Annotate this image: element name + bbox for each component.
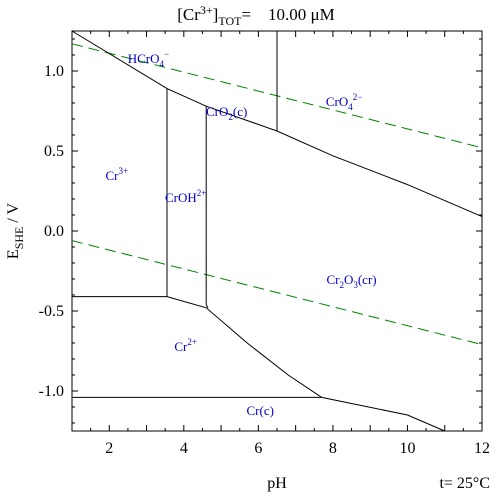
y-axis-label: ESHE / V — [5, 202, 26, 259]
boundary-croh2-cro2 — [205, 106, 209, 309]
y-tick-label-1: 0.5 — [44, 143, 64, 160]
species-label-1: CrO42− — [326, 92, 362, 112]
species-label-7: Cr(c) — [247, 403, 274, 418]
x-tick-label-5: 12 — [474, 440, 490, 457]
y-axis-label-rest: / V — [5, 202, 22, 226]
chart-title-sup: 3+ — [200, 3, 213, 17]
species-labels: HCrO4− CrO42− CrO2(c) Cr3+ CrOH2+ Cr2O3(cr) Cr… — [105, 49, 376, 418]
boundary-lines — [71, 30, 483, 432]
temperature-label: t= 25°C — [439, 475, 490, 492]
x-tick-label-1: 4 — [180, 440, 188, 457]
chart-title-sub: TOT — [218, 14, 242, 28]
x-tick-label-2: 6 — [254, 440, 262, 457]
chart-title-close: ] — [213, 5, 219, 24]
x-tick-label-3: 8 — [329, 440, 337, 457]
y-tick-label-4: -1.0 — [39, 383, 64, 400]
x-tick-label-4: 10 — [399, 440, 415, 457]
species-label-4: CrOH2+ — [165, 188, 206, 205]
species-label-3: Cr3+ — [105, 166, 128, 183]
x-tick-label-0: 2 — [105, 440, 113, 457]
species-label-2: CrO2(c) — [206, 104, 247, 122]
water-line-1 — [71, 240, 483, 346]
chart-title-rest: = 10.00 μM — [241, 5, 334, 24]
y-axis-label-sub: SHE — [12, 227, 26, 250]
y-tick-label-2: 0.0 — [44, 223, 64, 240]
x-axis-label: pH — [267, 475, 287, 492]
boundary-lower — [166, 296, 445, 432]
chart-title-base: [Cr — [177, 5, 200, 24]
y-axis-label-base: E — [5, 249, 22, 259]
y-tick-label-0: 1.0 — [44, 63, 64, 80]
chart-title: [Cr3+]TOT= 10.00 μM — [177, 3, 335, 28]
species-label-6: Cr2+ — [174, 337, 197, 354]
species-label-0: HCrO4− — [128, 49, 169, 69]
species-label-5: Cr2O3(cr) — [326, 272, 376, 290]
y-tick-label-3: -0.5 — [39, 303, 64, 320]
axis-ticks: 2 4 6 8 10 12 1.0 0.5 0.0 -0.5 -1.0 — [39, 31, 490, 457]
